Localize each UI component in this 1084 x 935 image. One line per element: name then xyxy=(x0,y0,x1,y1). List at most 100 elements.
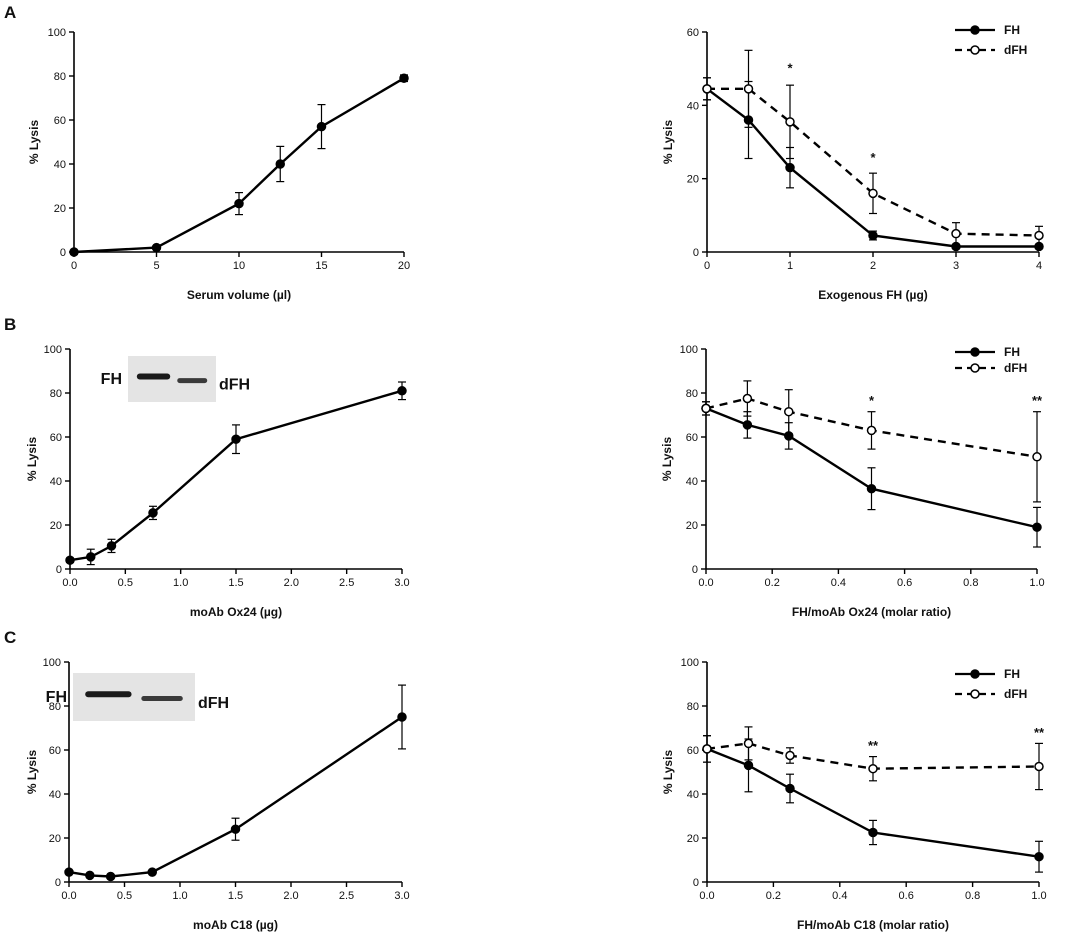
y-tick-label: 20 xyxy=(686,520,698,532)
blot-inset: FH dFH xyxy=(101,356,250,402)
y-tick-label: 40 xyxy=(686,476,698,488)
y-tick-label: 20 xyxy=(49,833,61,845)
data-point xyxy=(234,198,244,209)
x-tick-label: 0 xyxy=(71,260,77,272)
data-point xyxy=(230,824,241,834)
significance-mark: * xyxy=(787,60,793,75)
data-point xyxy=(1034,230,1044,241)
data-point xyxy=(1034,851,1044,862)
blot-label-fh: FH xyxy=(101,371,122,388)
y-axis-title: % Lysis xyxy=(25,437,39,482)
y-tick-label: 0 xyxy=(693,247,699,259)
legend-label: dFH xyxy=(1004,361,1027,375)
chart-4: 0 20 40 60 80 100 0.0 0.2 0.4 0.6 0.8 1.0 FH/moAb Ox… xyxy=(660,344,1045,619)
data-point xyxy=(743,738,754,749)
legend-marker xyxy=(970,45,980,55)
panel-letter-b: B xyxy=(4,315,16,334)
legend: FH dFH xyxy=(955,345,1027,375)
x-tick-label: 20 xyxy=(398,260,410,272)
legend-label: FH xyxy=(1004,667,1020,681)
data-point xyxy=(1034,761,1044,772)
y-axis-title: % Lysis xyxy=(661,750,675,795)
x-tick-label: 0.4 xyxy=(832,890,847,902)
panel-letter-a: A xyxy=(4,3,16,22)
x-tick-label: 2.5 xyxy=(339,890,354,902)
y-tick-label: 60 xyxy=(54,115,66,127)
series-line xyxy=(706,87,1039,248)
series-data xyxy=(69,73,409,257)
data-point xyxy=(868,827,878,838)
data-point xyxy=(148,508,158,518)
y-tick-label: 20 xyxy=(687,174,699,186)
y-tick-label: 0 xyxy=(692,564,698,576)
x-tick-label: 3 xyxy=(953,260,959,272)
fh-band xyxy=(85,691,132,698)
data-point xyxy=(868,763,878,774)
series-line xyxy=(707,87,1040,237)
blot-label-dfh: dFH xyxy=(198,695,229,712)
series-line xyxy=(68,716,403,878)
y-axis-title: % Lysis xyxy=(25,750,39,795)
x-tick-label: 1 xyxy=(787,260,793,272)
y-tick-label: 0 xyxy=(56,564,62,576)
series-data xyxy=(65,381,407,566)
y-tick-label: 40 xyxy=(54,159,66,171)
legend-marker xyxy=(970,363,980,373)
x-tick-label: 0.5 xyxy=(117,890,132,902)
x-tick-label: 3.0 xyxy=(394,577,409,589)
y-tick-label: 40 xyxy=(687,789,699,801)
y-tick-label: 40 xyxy=(50,476,62,488)
y-tick-label: 40 xyxy=(49,789,61,801)
x-tick-label: 2 xyxy=(870,260,876,272)
blot-label-fh: FH xyxy=(46,689,67,706)
y-tick-label: 100 xyxy=(43,657,61,669)
data-point xyxy=(1032,522,1042,532)
x-tick-label: 0.0 xyxy=(61,890,76,902)
y-tick-label: 80 xyxy=(54,71,66,83)
y-axis-title: % Lysis xyxy=(660,437,674,482)
legend-marker xyxy=(970,689,980,699)
legend-marker xyxy=(970,669,980,679)
x-tick-label: 0.2 xyxy=(766,890,781,902)
data-point xyxy=(65,555,75,565)
significance-mark: ** xyxy=(1034,725,1045,740)
legend-label: FH xyxy=(1004,345,1020,359)
data-point xyxy=(397,712,407,722)
chart-6: 0 20 40 60 80 100 0.0 0.2 0.4 0.6 0.8 1.0 FH/moAb C1… xyxy=(661,657,1047,932)
x-tick-label: 0.5 xyxy=(118,577,133,589)
x-axis-title: FH/moAb Ox24 (molar ratio) xyxy=(792,605,951,619)
y-tick-label: 80 xyxy=(49,701,61,713)
data-point xyxy=(785,117,795,127)
chart-5: 0 20 40 60 80 100 0.0 0.5 1.0 1.5 2.0 2.5 3.0 moAb C1… xyxy=(25,657,410,932)
y-axis-title: % Lysis xyxy=(661,120,675,165)
y-tick-label: 0 xyxy=(693,877,699,889)
data-point xyxy=(868,230,878,241)
data-point xyxy=(785,750,795,761)
panel-letter-c: C xyxy=(4,628,16,647)
y-axis-title: % Lysis xyxy=(27,120,41,165)
y-tick-label: 80 xyxy=(686,388,698,400)
data-point xyxy=(785,783,795,794)
blot-inset: FH dFH xyxy=(46,673,229,721)
x-tick-label: 5 xyxy=(153,260,159,272)
y-tick-label: 100 xyxy=(680,344,698,356)
x-axis-title: Exogenous FH (µg) xyxy=(818,288,928,302)
data-point xyxy=(147,867,157,877)
data-point xyxy=(742,420,753,430)
dfh-band xyxy=(177,378,208,384)
significance-mark: * xyxy=(870,150,876,165)
x-tick-label: 0 xyxy=(704,260,710,272)
data-point xyxy=(784,406,794,417)
data-point xyxy=(399,73,409,83)
x-axis-title: FH/moAb C18 (molar ratio) xyxy=(797,918,949,932)
significance-mark: ** xyxy=(868,738,879,753)
y-tick-label: 60 xyxy=(49,745,61,757)
significance-mark: ** xyxy=(1032,393,1043,408)
data-point xyxy=(866,425,877,436)
legend-marker xyxy=(970,347,980,357)
series-line xyxy=(73,77,405,254)
x-tick-label: 3.0 xyxy=(394,890,409,902)
data-point xyxy=(397,386,407,396)
